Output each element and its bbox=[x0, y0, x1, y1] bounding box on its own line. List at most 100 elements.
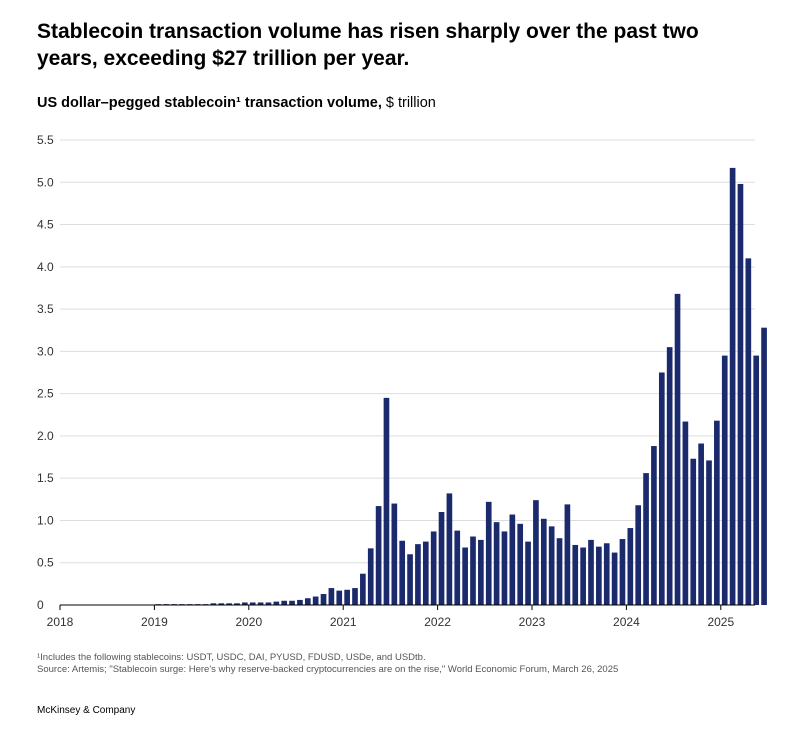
bar bbox=[218, 603, 225, 605]
bar bbox=[666, 347, 673, 605]
bar bbox=[603, 543, 610, 605]
y-tick-label: 0.5 bbox=[37, 556, 54, 570]
brand-logo-text: McKinsey & Company bbox=[37, 705, 136, 716]
y-tick-label: 4.0 bbox=[37, 260, 54, 274]
bar bbox=[297, 599, 303, 605]
bar bbox=[242, 602, 248, 605]
bar bbox=[745, 258, 752, 605]
bar bbox=[761, 327, 767, 605]
bar bbox=[501, 531, 508, 605]
footnotes: ¹Includes the following stablecoins: USD… bbox=[37, 652, 618, 676]
bar bbox=[737, 183, 744, 605]
bar bbox=[588, 539, 594, 605]
bar bbox=[627, 528, 634, 605]
bar bbox=[651, 446, 657, 605]
bar bbox=[698, 443, 704, 605]
bar bbox=[336, 590, 343, 605]
bar bbox=[265, 602, 272, 605]
bar bbox=[674, 293, 681, 605]
y-tick-label: 2.5 bbox=[37, 387, 54, 401]
bar bbox=[304, 598, 311, 605]
x-tick-label: 2018 bbox=[47, 615, 74, 629]
bar bbox=[273, 601, 280, 605]
bar bbox=[485, 501, 492, 605]
bar bbox=[289, 600, 295, 605]
bar bbox=[753, 355, 760, 605]
bar bbox=[596, 546, 602, 605]
bar bbox=[407, 554, 413, 605]
bar bbox=[548, 526, 555, 605]
y-axis-labels: 0 0.5 1.0 1.5 2.0 2.5 3.0 3.5 4.0 4.5 5.0 5.5 bbox=[37, 133, 54, 612]
footnote-text: ¹Includes the following stablecoins: USD… bbox=[37, 652, 426, 663]
bar bbox=[635, 505, 642, 605]
subtitle-unit: $ trillion bbox=[385, 95, 436, 111]
chart-subtitle: US dollar–pegged stablecoin¹ transaction… bbox=[37, 95, 436, 111]
y-tick-label: 2.0 bbox=[37, 429, 54, 443]
bar bbox=[249, 602, 256, 605]
bar bbox=[643, 473, 649, 605]
bar bbox=[462, 547, 468, 605]
y-tick-label: 1.0 bbox=[37, 513, 54, 527]
bar bbox=[682, 421, 689, 605]
x-axis: 2018 2019 2020 2021 2022 2023 2024 2025 bbox=[47, 604, 755, 629]
x-tick-label: 2024 bbox=[613, 615, 640, 629]
x-tick-label: 2025 bbox=[707, 615, 734, 629]
bar bbox=[399, 540, 406, 605]
bar bbox=[470, 536, 476, 605]
bar bbox=[611, 552, 618, 605]
bar bbox=[556, 538, 563, 605]
bar bbox=[210, 603, 217, 605]
bar bbox=[714, 420, 720, 605]
bar bbox=[383, 397, 390, 605]
x-tick-label: 2022 bbox=[424, 615, 451, 629]
bar bbox=[415, 544, 421, 605]
x-tick-label: 2021 bbox=[330, 615, 357, 629]
bar bbox=[234, 603, 240, 605]
bar bbox=[226, 603, 232, 605]
source-text: Source: Artemis; "Stablecoin surge: Here… bbox=[37, 664, 619, 675]
bar-chart: 00.51.01.52.02.53.03.54.04.55.05.5 2018 2… bbox=[37, 133, 767, 629]
bar bbox=[454, 530, 461, 605]
headline: Stablecoin transaction volume has risen … bbox=[37, 20, 699, 70]
y-tick-label: 3.0 bbox=[37, 344, 54, 358]
bar bbox=[572, 544, 579, 605]
bar bbox=[721, 355, 728, 605]
x-tick-label: 2019 bbox=[141, 615, 168, 629]
y-tick-label: 5.5 bbox=[37, 133, 54, 147]
bar bbox=[281, 600, 288, 605]
gridlines bbox=[60, 139, 755, 564]
x-tick-label: 2020 bbox=[235, 615, 262, 629]
subtitle-bold: US dollar–pegged stablecoin¹ transaction… bbox=[37, 95, 382, 111]
bar bbox=[706, 460, 712, 605]
bars bbox=[155, 167, 767, 605]
bar bbox=[729, 167, 736, 605]
bar bbox=[328, 588, 335, 605]
bar bbox=[312, 596, 319, 605]
bar bbox=[430, 531, 437, 605]
bar bbox=[525, 541, 531, 605]
x-tick-label: 2023 bbox=[519, 615, 546, 629]
y-tick-label: 5.0 bbox=[37, 175, 54, 189]
bar bbox=[438, 512, 445, 605]
bar bbox=[375, 506, 382, 605]
bar bbox=[367, 548, 374, 605]
bar bbox=[422, 541, 429, 605]
bar bbox=[658, 372, 665, 605]
bar bbox=[344, 589, 350, 605]
bar bbox=[446, 493, 453, 605]
bar bbox=[360, 573, 366, 605]
y-tick-label: 0 bbox=[37, 598, 44, 612]
y-tick-label: 3.5 bbox=[37, 302, 54, 316]
bar bbox=[352, 588, 358, 605]
bar bbox=[619, 539, 626, 605]
bar bbox=[478, 539, 484, 605]
bar bbox=[257, 602, 264, 605]
bar bbox=[540, 518, 547, 605]
bar bbox=[509, 514, 516, 605]
bar bbox=[690, 458, 697, 605]
bar bbox=[320, 594, 327, 605]
bar bbox=[493, 522, 500, 605]
bar bbox=[564, 504, 571, 605]
y-tick-label: 1.5 bbox=[37, 471, 54, 485]
bar bbox=[391, 503, 398, 605]
